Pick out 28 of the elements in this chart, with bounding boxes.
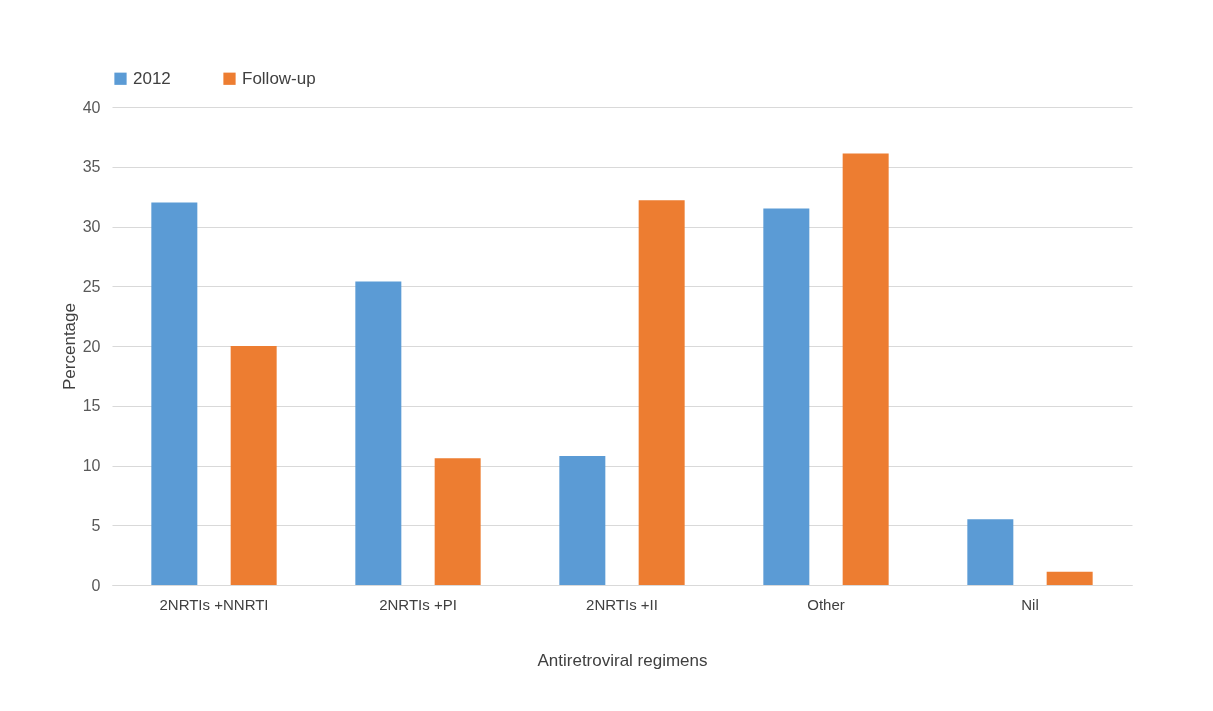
y-tick-label: 30 [82, 218, 101, 235]
x-axis-title: Antiretroviral regimens [537, 650, 708, 670]
y-tick-label: 0 [91, 576, 101, 594]
bar [967, 519, 1014, 585]
y-tick-label: 5 [91, 516, 101, 534]
y-tick-label: 10 [82, 457, 101, 474]
bar [355, 281, 402, 585]
bar [1046, 571, 1093, 585]
x-tick-label: Other [807, 595, 845, 613]
bar [638, 200, 685, 585]
x-tick-label: 2NRTIs +II [586, 595, 658, 613]
legend-label: 2012 [133, 68, 171, 88]
y-tick-label: 15 [82, 397, 101, 415]
y-tick-label: 20 [82, 337, 101, 355]
x-tick-label: Nil [1021, 595, 1039, 613]
y-axis-title: Percentage [59, 303, 79, 390]
bar [230, 346, 277, 585]
bar [151, 202, 198, 585]
bar [559, 455, 606, 585]
legend-label: Follow-up [242, 68, 316, 88]
bar [842, 153, 889, 585]
y-tick-label: 40 [82, 98, 101, 116]
y-tick-label: 25 [82, 277, 101, 295]
x-tick-label: 2NRTIs +PI [379, 595, 457, 613]
bar [434, 458, 481, 585]
x-tick-label: 2NRTIs +NNRTI [159, 595, 269, 613]
bar [763, 208, 810, 585]
y-tick-label: 35 [82, 158, 101, 176]
